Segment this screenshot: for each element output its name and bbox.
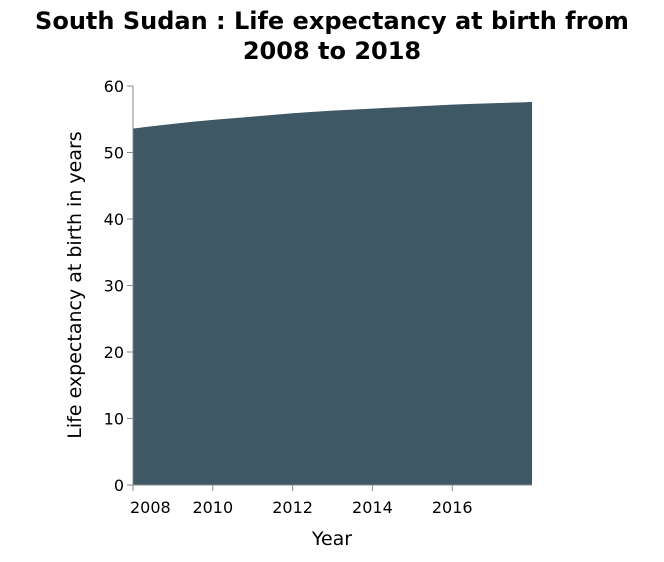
y-tick-label-0: 0 <box>114 476 124 495</box>
x-tick-label-2010: 2010 <box>192 498 233 517</box>
y-tick-label-40: 40 <box>104 210 124 229</box>
area-series <box>133 101 532 486</box>
y-tick-label-30: 30 <box>104 277 124 296</box>
x-tick-label-2008: 2008 <box>130 498 171 517</box>
plot-area <box>133 101 532 486</box>
x-tick-label-2016: 2016 <box>432 498 473 517</box>
chart-title-line-2: 2008 to 2018 <box>243 37 421 65</box>
y-tick-label-10: 10 <box>104 410 124 429</box>
chart-title-line-1: South Sudan : Life expectancy at birth f… <box>35 7 629 35</box>
y-tick-label-50: 50 <box>104 144 124 163</box>
y-tick-label-60: 60 <box>104 77 124 96</box>
axes: 0 10 20 30 40 50 60 2008 2010 2012 2014 2016 <box>104 77 532 517</box>
y-axis-title: Life expectancy at birth in years <box>64 131 86 438</box>
x-tick-label-2012: 2012 <box>272 498 313 517</box>
x-axis-title: Year <box>311 528 352 550</box>
x-tick-label-2014: 2014 <box>352 498 393 517</box>
y-tick-label-20: 20 <box>104 343 124 362</box>
